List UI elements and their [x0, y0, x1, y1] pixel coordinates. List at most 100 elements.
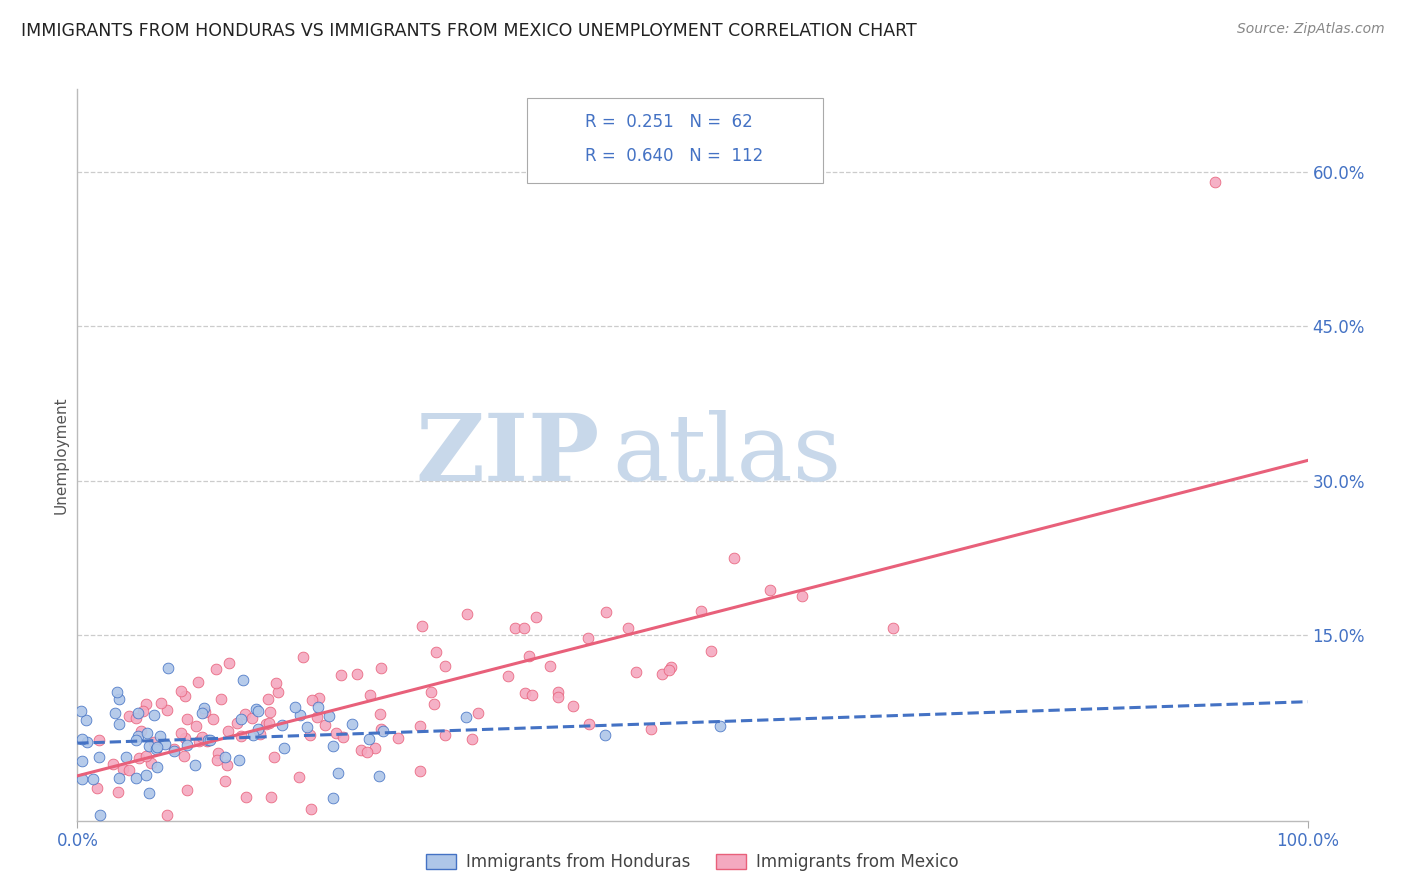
Point [264, 676, 287, 690]
Point [423, 697, 446, 711]
Text: IMMIGRANTS FROM HONDURAS VS IMMIGRANTS FROM MEXICO UNEMPLOYMENT CORRELATION CHAR: IMMIGRANTS FROM HONDURAS VS IMMIGRANTS F… [21, 22, 917, 40]
Point [72, 732, 94, 747]
Point [76, 735, 98, 749]
Point [368, 707, 391, 722]
Point [235, 790, 257, 805]
Point [70, 704, 93, 718]
Point [156, 808, 179, 822]
Point [759, 583, 782, 598]
Point [242, 728, 264, 742]
Point [461, 732, 484, 747]
Point [155, 703, 177, 717]
Point [125, 733, 148, 747]
Point [101, 757, 124, 772]
Point [145, 741, 167, 756]
Point [332, 730, 354, 744]
Point [184, 719, 207, 733]
Point [368, 769, 391, 783]
Point [195, 734, 218, 748]
Point [299, 727, 322, 741]
Point [434, 728, 457, 742]
Point [301, 693, 323, 707]
Point [371, 724, 394, 739]
Point [259, 706, 281, 720]
Point [163, 742, 186, 756]
Point [364, 741, 387, 756]
Point [651, 666, 673, 681]
Point [86, 781, 108, 796]
Point [170, 684, 193, 698]
Point [340, 716, 363, 731]
Point [214, 773, 236, 788]
Point [247, 704, 270, 718]
Point [295, 721, 318, 735]
Point [153, 737, 176, 751]
Point [522, 689, 544, 703]
Point [350, 743, 373, 757]
Point [142, 734, 165, 748]
Point [561, 699, 583, 714]
Point [624, 665, 647, 679]
Point [139, 756, 162, 770]
Point [260, 789, 283, 804]
Point [135, 725, 157, 739]
Point [146, 760, 169, 774]
Point [723, 551, 745, 566]
Point [288, 708, 311, 723]
Point [207, 746, 229, 760]
Point [107, 785, 129, 799]
Point [288, 770, 311, 784]
Point [149, 696, 172, 710]
Point [617, 621, 640, 635]
Point [409, 719, 432, 733]
Text: ZIP: ZIP [416, 410, 600, 500]
Point [640, 723, 662, 737]
Point [156, 661, 179, 675]
Point [359, 731, 381, 746]
Point [328, 765, 350, 780]
Point [232, 673, 254, 687]
Point [700, 644, 723, 658]
Point [503, 621, 526, 635]
Point [170, 726, 193, 740]
Point [517, 648, 540, 663]
Point [356, 745, 378, 759]
Point [127, 729, 149, 743]
Point [138, 739, 160, 753]
Point [284, 700, 307, 714]
Point [176, 712, 198, 726]
Point [191, 730, 214, 744]
Point [595, 728, 617, 742]
Point [792, 589, 814, 603]
Text: R =  0.251   N =  62: R = 0.251 N = 62 [585, 113, 752, 131]
Point [370, 722, 392, 736]
Point [149, 730, 172, 744]
Point [184, 758, 207, 772]
Point [526, 610, 548, 624]
Point [411, 619, 433, 633]
Point [346, 666, 368, 681]
Point [218, 656, 240, 670]
Point [176, 738, 198, 752]
Point [108, 692, 131, 706]
Point [231, 729, 253, 743]
Point [254, 717, 277, 731]
Point [82, 772, 104, 786]
Point [135, 697, 157, 711]
Point [194, 706, 217, 720]
Point [538, 659, 561, 673]
Point [173, 689, 195, 703]
Point [249, 727, 271, 741]
Point [245, 702, 267, 716]
Point [193, 701, 215, 715]
Point [578, 717, 600, 731]
Point [127, 706, 149, 720]
Point [547, 690, 569, 705]
Point [318, 708, 340, 723]
Point [132, 704, 155, 718]
Point [187, 675, 209, 690]
Point [467, 706, 489, 720]
Point [257, 715, 280, 730]
Point [267, 684, 290, 698]
Point [131, 723, 153, 738]
